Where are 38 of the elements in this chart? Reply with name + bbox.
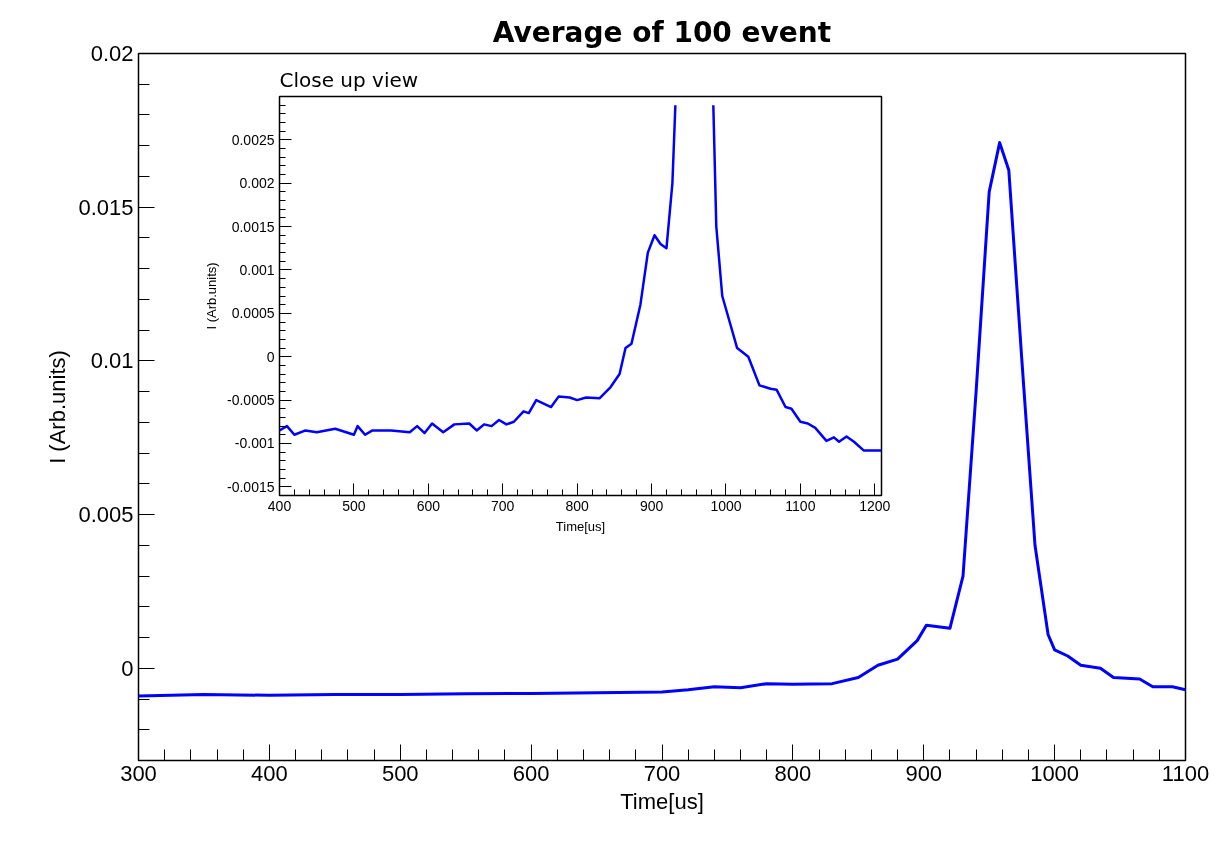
chart-title: Average of 100 event [492, 15, 832, 49]
x-tick-label: 1100 [785, 497, 816, 514]
y-tick-label: 0.01 [90, 348, 134, 374]
y-tick-label: -0.0015 [227, 478, 275, 495]
x-tick-label: 600 [416, 497, 441, 514]
y-tick-label: 0.0005 [231, 305, 275, 322]
x-tick-label: 700 [491, 497, 515, 514]
y-tick-label: 0.02 [90, 41, 134, 66]
y-tick-label: 0.002 [239, 175, 275, 192]
x-tick-label: 800 [774, 760, 812, 786]
x-tick-label: 1200 [859, 497, 891, 514]
x-tick-label: 900 [639, 497, 664, 514]
x-tick-label: 600 [512, 760, 550, 786]
y-tick-label: -0.001 [234, 435, 275, 452]
y-tick-label: 0.0015 [231, 218, 275, 235]
y-tick-label: 0.015 [78, 194, 134, 220]
y-tick-label: 0 [266, 348, 275, 365]
x-tick-label: 500 [342, 497, 366, 514]
y-tick-label: 0.0025 [231, 131, 275, 148]
x-axis-title: Time[us] [555, 518, 606, 534]
y-tick-label: 0.001 [239, 261, 275, 278]
x-tick-label: 900 [905, 760, 943, 786]
x-tick-label: 1100 [1161, 760, 1210, 786]
y-tick-label: -0.0005 [227, 392, 275, 409]
y-axis-title: I (Arb.units) [204, 262, 220, 330]
x-tick-label: 1000 [710, 497, 742, 514]
y-tick-label: 0.005 [78, 502, 134, 528]
x-tick-label: 800 [565, 497, 590, 514]
x-tick-label: 400 [267, 497, 292, 514]
x-tick-label: 1000 [1030, 760, 1080, 786]
x-tick-label: 700 [643, 760, 681, 786]
y-tick-label: 0 [121, 655, 134, 681]
x-tick-label: 300 [120, 760, 157, 786]
x-tick-label: 400 [251, 760, 288, 786]
x-axis-title: Time[us] [620, 788, 704, 814]
chart-title: Close up view [279, 67, 419, 92]
y-axis-title: I (Arb.units) [45, 350, 71, 464]
x-tick-label: 500 [381, 760, 419, 786]
